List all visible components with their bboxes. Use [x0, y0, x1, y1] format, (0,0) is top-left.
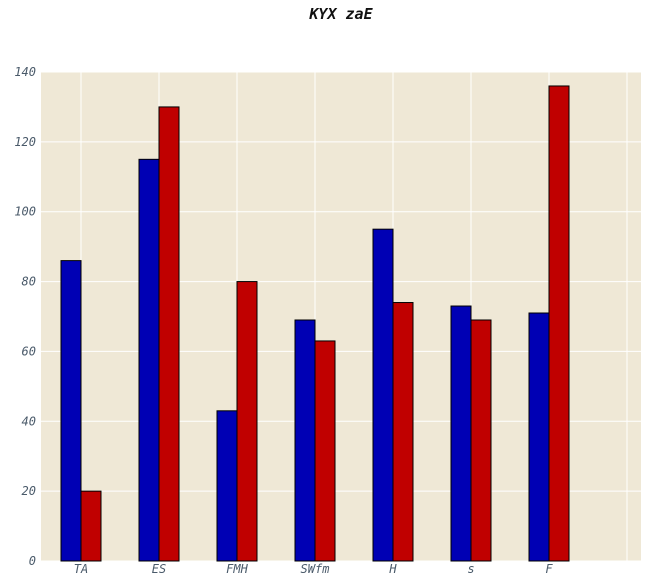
y-tick-label: 0	[29, 554, 36, 568]
bar-series-1-F	[528, 312, 550, 562]
chart-title: KYX zaE	[308, 5, 373, 23]
bar-series-1-SWfm	[294, 319, 316, 562]
y-axis-ticks: 0 20 40 60 80 100 120 140	[14, 65, 36, 568]
y-tick-label: 120	[14, 135, 36, 149]
bar-series-2-F	[548, 85, 570, 562]
y-tick-label: 80	[22, 275, 36, 289]
x-tick-label: FMH	[226, 562, 248, 576]
x-tick-label: F	[545, 562, 553, 576]
bar-series-2-ES	[158, 106, 180, 562]
bar-series-1-H	[372, 228, 394, 562]
y-tick-label: 60	[22, 344, 36, 358]
bar-series-2-H	[392, 302, 414, 562]
bar-series-2-TA	[80, 490, 102, 562]
y-tick-label: 20	[22, 484, 36, 498]
x-tick-label: H	[388, 562, 397, 576]
y-tick-label: 140	[14, 65, 36, 79]
bar-series-2-SWfm	[314, 340, 336, 562]
bar-series-1-TA	[60, 260, 82, 562]
bars	[60, 85, 570, 562]
bar-series-1-ES	[138, 158, 160, 562]
bar-series-2-s	[470, 319, 492, 562]
x-tick-label: ES	[152, 562, 166, 576]
bar-series-1-FMH	[216, 410, 238, 562]
x-tick-label: s	[467, 562, 474, 576]
y-tick-label: 100	[14, 205, 36, 219]
x-tick-label: SWfm	[301, 562, 330, 576]
y-tick-label: 40	[22, 414, 36, 428]
x-tick-label: TA	[74, 562, 88, 576]
bar-series-2-FMH	[236, 281, 258, 562]
bar-series-1-s	[450, 305, 472, 562]
